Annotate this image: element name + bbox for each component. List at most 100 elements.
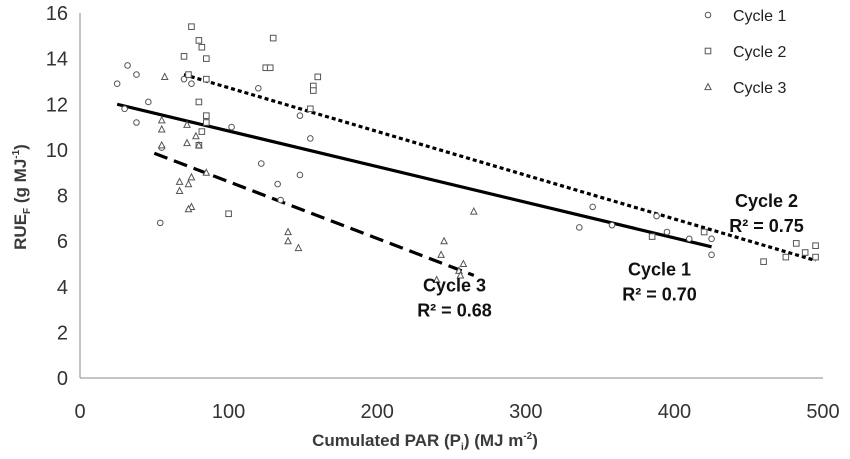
point-cycle-2 bbox=[812, 242, 819, 249]
point-cycle-1 bbox=[133, 119, 140, 126]
fit-line-cycle-2 bbox=[183, 73, 817, 263]
point-cycle-3 bbox=[157, 140, 166, 149]
point-cycle-2 bbox=[198, 43, 206, 51]
point-cycle-2 bbox=[198, 128, 206, 135]
point-cycle-2 bbox=[203, 112, 210, 119]
point-cycle-3 bbox=[183, 120, 191, 128]
y-tick-label: 0 bbox=[57, 368, 68, 390]
data-points bbox=[113, 23, 819, 284]
point-cycle-1 bbox=[145, 98, 152, 106]
point-cycle-2 bbox=[760, 258, 767, 265]
point-cycle-3 bbox=[456, 270, 465, 279]
x-tick-label: 0 bbox=[74, 401, 85, 423]
point-cycle-3 bbox=[175, 177, 184, 185]
x-tick-labels: 0 100 200 300 400 500 bbox=[74, 401, 839, 423]
legend: Cycle 1 Cycle 2 Cycle 3 bbox=[704, 8, 786, 97]
point-cycle-2 bbox=[801, 249, 809, 256]
fit-lines bbox=[116, 73, 817, 277]
point-cycle-3 bbox=[284, 227, 292, 236]
point-cycle-2 bbox=[195, 98, 203, 106]
y-tick-label: 2 bbox=[57, 322, 68, 344]
point-cycle-1 bbox=[121, 105, 128, 113]
point-cycle-2 bbox=[225, 210, 232, 218]
point-cycle-3 bbox=[284, 236, 292, 245]
point-cycle-1 bbox=[685, 235, 693, 243]
point-cycle-2 bbox=[310, 87, 317, 94]
x-tick-label: 100 bbox=[212, 401, 245, 423]
y-tick-label: 6 bbox=[57, 231, 68, 253]
point-cycle-2 bbox=[648, 233, 656, 240]
point-cycle-2 bbox=[269, 34, 277, 42]
point-cycle-3 bbox=[469, 206, 478, 215]
y-tick-label: 4 bbox=[57, 277, 68, 299]
point-cycle-1 bbox=[663, 228, 671, 236]
point-cycle-2 bbox=[700, 228, 708, 236]
point-cycle-1 bbox=[274, 180, 281, 188]
point-cycle-1 bbox=[296, 171, 304, 179]
point-cycle-1 bbox=[708, 251, 715, 259]
point-cycle-2 bbox=[307, 105, 314, 113]
y-tick-label: 12 bbox=[46, 94, 68, 116]
point-cycle-2 bbox=[203, 55, 210, 62]
point-cycle-1 bbox=[113, 80, 121, 88]
point-cycle-1 bbox=[156, 219, 164, 227]
point-cycle-1 bbox=[608, 221, 616, 229]
point-cycle-3 bbox=[157, 115, 166, 124]
point-cycle-2 bbox=[203, 75, 210, 83]
x-tick-label: 300 bbox=[509, 401, 542, 423]
point-cycle-1 bbox=[255, 84, 262, 92]
annotation-label: R² = 0.68 bbox=[417, 300, 492, 320]
annotation-label: R² = 0.75 bbox=[729, 216, 804, 236]
point-cycle-1 bbox=[188, 80, 195, 88]
annotation-label: R² = 0.70 bbox=[622, 284, 697, 304]
point-cycle-1 bbox=[307, 135, 314, 142]
annotation-label: Cycle 3 bbox=[423, 275, 486, 295]
legend-marker-cycle-2 bbox=[704, 47, 712, 55]
point-cycle-3 bbox=[160, 72, 169, 80]
y-tick-label: 10 bbox=[46, 140, 68, 162]
point-cycle-2 bbox=[314, 73, 322, 81]
y-tick-label: 8 bbox=[57, 186, 68, 208]
annotation-label: Cycle 1 bbox=[628, 259, 691, 279]
point-cycle-1 bbox=[653, 212, 660, 220]
legend-label: Cycle 3 bbox=[733, 80, 786, 97]
point-cycle-1 bbox=[277, 196, 284, 204]
legend-label: Cycle 1 bbox=[733, 8, 786, 25]
annotations: Cycle 1 R² = 0.70 Cycle 2 R² = 0.75 Cycle 3 R… bbox=[417, 191, 804, 320]
legend-marker-cycle-1 bbox=[704, 11, 712, 19]
point-cycle-3 bbox=[459, 259, 468, 268]
point-cycle-2 bbox=[185, 71, 192, 78]
point-cycle-1 bbox=[257, 160, 265, 167]
y-tick-labels: 0 2 4 6 8 10 12 14 16 bbox=[46, 3, 68, 390]
annotation-label: Cycle 2 bbox=[735, 191, 798, 211]
point-cycle-2 bbox=[195, 37, 203, 44]
point-cycle-3 bbox=[184, 179, 193, 188]
point-cycle-1 bbox=[575, 224, 583, 231]
point-cycle-1 bbox=[589, 203, 596, 211]
point-cycle-1 bbox=[296, 112, 304, 119]
x-axis: 0 100 200 300 400 500 bbox=[74, 377, 840, 423]
x-tick-label: 400 bbox=[658, 401, 691, 423]
point-cycle-3 bbox=[191, 131, 200, 140]
point-cycle-2 bbox=[180, 53, 188, 60]
point-cycle-2 bbox=[266, 64, 274, 72]
y-tick-label: 14 bbox=[46, 49, 68, 71]
legend-label: Cycle 2 bbox=[733, 44, 786, 61]
legend-marker-cycle-3 bbox=[704, 82, 712, 91]
point-cycle-1 bbox=[708, 235, 715, 243]
point-cycle-3 bbox=[194, 140, 203, 149]
point-cycle-1 bbox=[124, 62, 131, 69]
point-cycle-2 bbox=[792, 240, 800, 247]
point-cycle-3 bbox=[187, 172, 196, 181]
y-axis-title: RUEF (g MJ-1) bbox=[11, 144, 33, 250]
point-cycle-3 bbox=[157, 124, 166, 133]
point-cycle-3 bbox=[432, 275, 441, 284]
point-cycle-1 bbox=[133, 71, 140, 78]
point-cycle-3 bbox=[183, 138, 191, 147]
point-cycle-2 bbox=[188, 23, 195, 30]
point-cycle-3 bbox=[437, 250, 446, 258]
y-axis: 0 2 4 6 8 10 12 14 16 bbox=[46, 3, 81, 390]
point-cycle-2 bbox=[812, 253, 819, 261]
point-cycle-3 bbox=[440, 236, 448, 245]
